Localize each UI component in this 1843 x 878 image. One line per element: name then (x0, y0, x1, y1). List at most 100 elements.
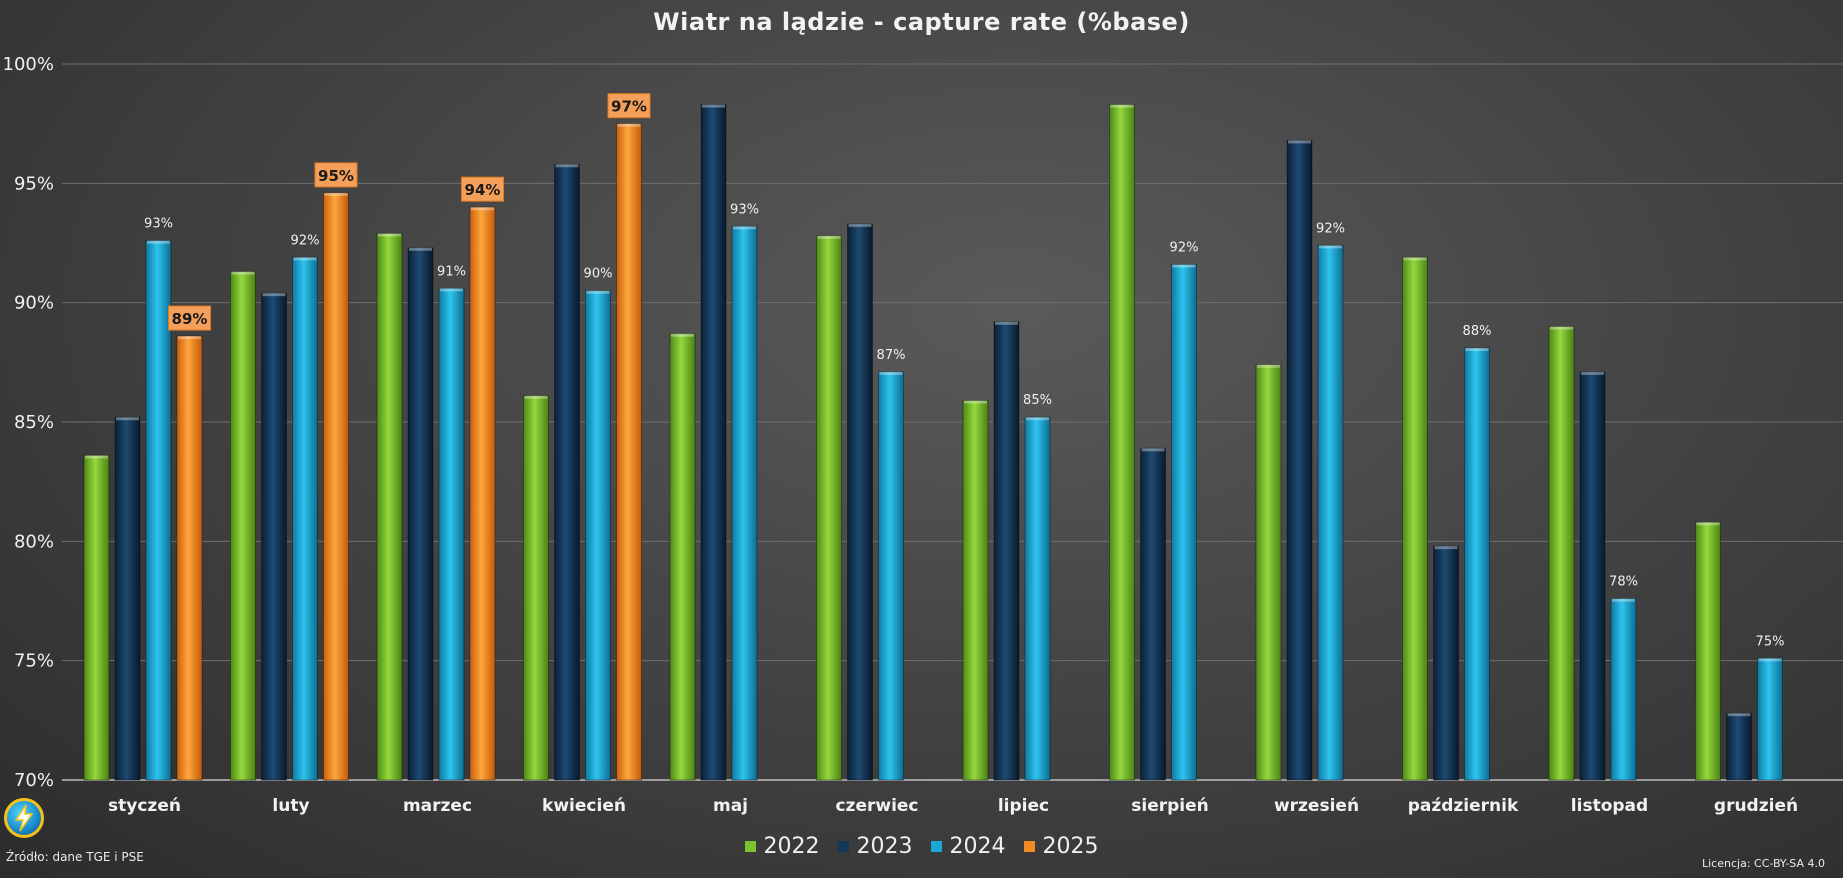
bar-highlight (733, 226, 756, 230)
x-axis: styczeń luty marzec kwiecień maj czerwiec lipi… (108, 796, 1798, 816)
bar-highlight (178, 336, 201, 340)
bar-highlight (995, 321, 1018, 325)
bar-highlight (147, 240, 170, 244)
bar-2023-4 (700, 104, 727, 781)
data-label-2024-10: 78% (1609, 575, 1638, 590)
bar-highlight (262, 293, 286, 297)
x-tick-label: listopad (1571, 796, 1648, 816)
data-label-2025-0: 89% (172, 310, 208, 328)
bar-2024-6 (1024, 416, 1051, 781)
data-label-2025-1: 95% (318, 167, 354, 185)
bar-2024-5 (878, 371, 904, 781)
bar-highlight (324, 192, 348, 196)
bar-2023-2 (407, 247, 434, 781)
x-tick-label: maj (713, 796, 748, 816)
bar-highlight (85, 455, 108, 459)
gridlines (62, 63, 1843, 781)
legend-label: 2024 (949, 834, 1006, 859)
bar-2024-9 (1464, 347, 1490, 781)
bar-highlight (231, 271, 255, 275)
bar-highlight (1550, 326, 1573, 330)
bar-2022-10 (1548, 326, 1575, 781)
bar-highlight (116, 417, 139, 421)
legend-swatch (744, 841, 756, 852)
x-tick-label: luty (272, 796, 309, 816)
data-labels: 93% 89% 92% 95% 91% 94% 90% 97% 93% 87% 85% 92% 92% 8… (144, 93, 1784, 649)
y-tick-label: 85% (14, 412, 54, 433)
x-tick-label: sierpień (1131, 796, 1209, 816)
bar-highlight (817, 235, 841, 239)
y-tick-label: 95% (14, 173, 54, 194)
bar-2022-6 (962, 400, 989, 781)
bar-2024-8 (1317, 244, 1344, 781)
bar-2025-3 (616, 123, 642, 781)
legend: 2022 2023 2024 2025 (0, 834, 1843, 859)
bar-highlight (1612, 598, 1635, 602)
bar-2024-1 (292, 256, 318, 781)
bar-highlight (1257, 364, 1280, 368)
bar-highlight (1319, 245, 1342, 249)
bar-2022-5 (816, 235, 842, 781)
x-tick-label: lipiec (998, 796, 1049, 816)
bar-2022-8 (1255, 364, 1282, 781)
bar-highlight (879, 371, 903, 375)
bar-2022-7 (1109, 104, 1135, 781)
bar-highlight (1696, 522, 1720, 526)
bar-highlight (1581, 371, 1604, 375)
bar-highlight (1465, 348, 1489, 352)
bar-highlight (555, 164, 579, 168)
lightning-logo-icon (4, 798, 44, 838)
bar-2022-11 (1695, 521, 1721, 781)
bar-2024-7 (1171, 263, 1197, 781)
data-label-2024-5: 87% (877, 348, 906, 363)
legend-swatch (1023, 841, 1035, 852)
y-tick-label: 70% (14, 770, 54, 791)
bars (83, 104, 1783, 781)
bar-highlight (586, 290, 610, 294)
bar-2023-9 (1433, 545, 1459, 781)
bar-highlight (1141, 448, 1165, 452)
legend-item-2023: 2023 (837, 834, 913, 859)
data-label-2024-8: 92% (1316, 221, 1345, 236)
bar-highlight (964, 400, 987, 404)
bar-highlight (1727, 713, 1751, 717)
data-label-2024-6: 85% (1023, 393, 1052, 408)
data-label-box (461, 176, 504, 202)
bar-highlight (1172, 264, 1196, 268)
bar-2024-4 (731, 225, 758, 781)
y-tick-label: 90% (14, 293, 54, 314)
legend-item-2025: 2025 (1023, 834, 1099, 859)
data-label-box (607, 93, 651, 119)
bar-2023-7 (1140, 447, 1166, 781)
legend-label: 2025 (1042, 834, 1099, 859)
data-label-2024-4: 93% (730, 202, 759, 217)
bar-2022-9 (1402, 256, 1428, 781)
bar-2024-3 (585, 290, 611, 781)
bar-2024-10 (1610, 598, 1637, 781)
x-tick-label: styczeń (108, 796, 181, 816)
legend-item-2022: 2022 (744, 834, 820, 859)
data-label-2024-9: 88% (1463, 324, 1492, 339)
bar-2023-3 (554, 163, 580, 781)
data-label-2024-2: 91% (437, 264, 466, 279)
bar-highlight (848, 223, 872, 227)
bar-2023-5 (847, 223, 873, 781)
bar-highlight (617, 123, 641, 127)
bar-2025-1 (323, 192, 349, 781)
legend-swatch (837, 841, 849, 852)
legend-label: 2023 (856, 834, 913, 859)
y-tick-label: 80% (14, 531, 54, 552)
bar-highlight (524, 395, 548, 399)
data-label-box (168, 305, 211, 331)
x-tick-label: październik (1408, 796, 1519, 816)
x-tick-label: kwiecień (542, 796, 626, 816)
bar-2022-4 (669, 333, 696, 781)
bar-highlight (409, 247, 432, 251)
x-tick-label: wrzesień (1274, 796, 1359, 816)
chart-title: Wiatr na lądzie - capture rate (%base) (653, 8, 1190, 36)
bar-2023-0 (114, 416, 141, 781)
legend-label: 2022 (763, 834, 820, 859)
license-note: Licencja: CC-BY-SA 4.0 (1702, 857, 1825, 870)
data-label-2024-0: 93% (144, 217, 173, 232)
